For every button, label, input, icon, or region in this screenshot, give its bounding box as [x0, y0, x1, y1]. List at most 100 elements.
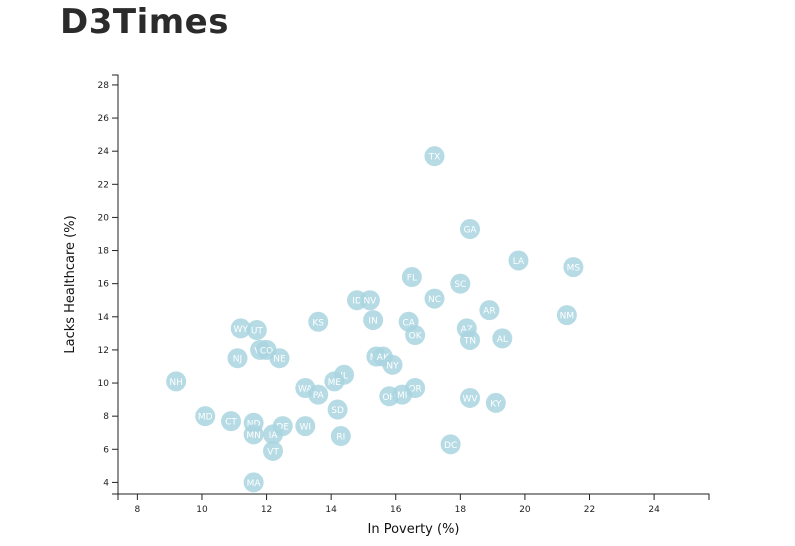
data-point-mi[interactable]: MI	[392, 384, 413, 405]
point-marker[interactable]	[195, 406, 216, 427]
y-tick: 22	[98, 180, 118, 190]
data-point-wv[interactable]: WV	[460, 387, 481, 408]
data-point-ut[interactable]: UT	[246, 320, 267, 341]
data-point-ne[interactable]: NE	[269, 348, 290, 369]
point-marker[interactable]	[263, 424, 284, 445]
data-point-md[interactable]: MD	[195, 406, 216, 427]
point-label: AZ	[461, 325, 473, 335]
data-point-ny[interactable]: NY	[382, 354, 403, 375]
point-label: CO	[260, 346, 273, 356]
point-marker[interactable]	[405, 325, 426, 346]
point-marker[interactable]	[363, 310, 384, 331]
point-marker[interactable]	[327, 399, 348, 420]
data-point-nc[interactable]: NC	[424, 288, 445, 309]
y-tick: 20	[98, 213, 118, 223]
point-marker[interactable]	[563, 257, 584, 278]
point-marker[interactable]	[227, 348, 248, 369]
point-marker[interactable]	[460, 329, 481, 350]
data-point-sc[interactable]: SC	[450, 273, 471, 294]
data-point-nj[interactable]: NJ	[227, 348, 248, 369]
data-point-dc[interactable]: DC	[440, 434, 461, 455]
point-label: MS	[567, 264, 581, 274]
point-marker[interactable]	[263, 440, 284, 461]
x-tick: 20	[519, 494, 531, 515]
data-point-ar[interactable]: AR	[479, 300, 500, 321]
data-point-ok[interactable]: OK	[405, 325, 426, 346]
data-point-in[interactable]: IN	[363, 310, 384, 331]
data-point-tx[interactable]: TX	[424, 146, 445, 167]
data-point-ri[interactable]: RI	[330, 426, 351, 447]
point-marker[interactable]	[246, 320, 267, 341]
point-marker[interactable]	[424, 146, 445, 167]
data-point-ia[interactable]: IA	[263, 424, 284, 445]
y-tick-label: 14	[98, 313, 110, 323]
x-tick: 12	[261, 494, 272, 515]
point-marker[interactable]	[324, 371, 345, 392]
data-point-nm[interactable]: NM	[556, 305, 577, 326]
data-point-wy[interactable]: WY	[230, 318, 251, 339]
data-point-ms[interactable]: MS	[563, 257, 584, 278]
point-label: RI	[336, 433, 345, 443]
point-marker[interactable]	[401, 267, 422, 288]
point-marker[interactable]	[460, 219, 481, 240]
data-point-ct[interactable]: CT	[221, 411, 242, 432]
data-point-mn[interactable]: MN	[243, 424, 264, 445]
y-tick-label: 28	[98, 81, 110, 91]
point-marker[interactable]	[243, 472, 264, 493]
point-marker[interactable]	[460, 387, 481, 408]
y-tick: 6	[103, 445, 118, 455]
point-marker[interactable]	[230, 318, 251, 339]
point-marker[interactable]	[243, 424, 264, 445]
x-tick: 16	[390, 494, 402, 515]
point-marker[interactable]	[308, 311, 329, 332]
point-marker[interactable]	[450, 273, 471, 294]
y-tick: 26	[98, 114, 118, 124]
point-marker[interactable]	[424, 288, 445, 309]
x-tick-label: 22	[584, 505, 595, 515]
point-marker[interactable]	[269, 348, 290, 369]
point-marker[interactable]	[359, 290, 380, 311]
point-marker[interactable]	[330, 426, 351, 447]
data-point-ga[interactable]: GA	[460, 219, 481, 240]
point-marker[interactable]	[485, 392, 506, 413]
data-point-ky[interactable]: KY	[485, 392, 506, 413]
point-label: AK	[377, 353, 390, 363]
point-marker[interactable]	[440, 434, 461, 455]
data-point-vt[interactable]: VT	[263, 440, 284, 461]
point-marker[interactable]	[556, 305, 577, 326]
data-point-sd[interactable]: SD	[327, 399, 348, 420]
y-tick-label: 20	[98, 213, 110, 223]
point-label: LA	[513, 257, 525, 267]
point-marker[interactable]	[308, 384, 329, 405]
data-point-al[interactable]: AL	[492, 328, 513, 349]
y-axis: 4 6 8 10 12 14 16 18 20 22 24 26 28	[98, 74, 119, 495]
point-label: UT	[251, 327, 264, 337]
data-point-la[interactable]: LA	[508, 250, 529, 271]
point-label: SC	[454, 280, 466, 290]
x-tick: 18	[455, 494, 466, 515]
data-point-fl[interactable]: FL	[401, 267, 422, 288]
data-point-ma[interactable]: MA	[243, 472, 264, 493]
data-point-ks[interactable]: KS	[308, 311, 329, 332]
y-tick-label: 8	[103, 412, 109, 422]
point-marker[interactable]	[295, 416, 316, 437]
point-marker[interactable]	[508, 250, 529, 271]
point-marker[interactable]	[392, 384, 413, 405]
data-point-pa[interactable]: PA	[308, 384, 329, 405]
data-point-me[interactable]: ME	[324, 371, 345, 392]
data-point-tn[interactable]: TN	[460, 329, 481, 350]
point-marker[interactable]	[492, 328, 513, 349]
y-tick-label: 12	[98, 346, 109, 356]
point-marker[interactable]	[166, 371, 187, 392]
data-point-nh[interactable]: NH	[166, 371, 187, 392]
y-tick: 14	[98, 313, 118, 323]
point-label: ND	[247, 419, 261, 429]
point-marker[interactable]	[382, 354, 403, 375]
data-point-nv[interactable]: NV	[359, 290, 380, 311]
data-point-wi[interactable]: WI	[295, 416, 316, 437]
point-marker[interactable]	[221, 411, 242, 432]
point-marker[interactable]	[479, 300, 500, 321]
y-axis-line	[112, 74, 119, 495]
y-tick: 24	[98, 147, 118, 157]
y-tick-label: 18	[98, 247, 110, 257]
